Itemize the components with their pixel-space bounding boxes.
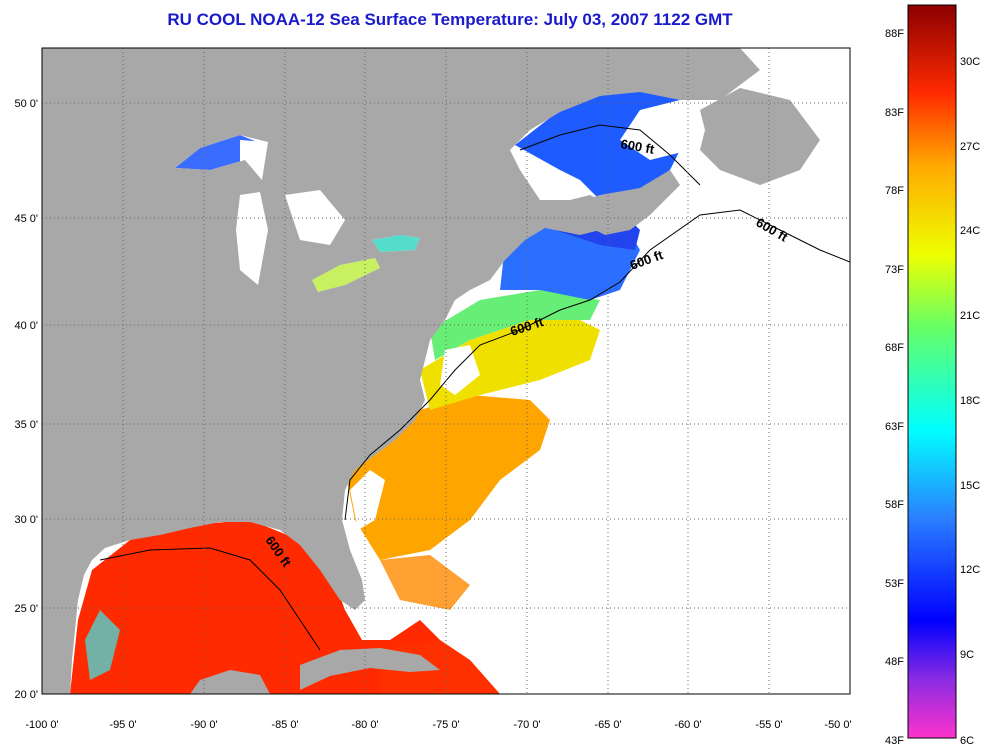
colorbar-label-f: 63F (885, 421, 904, 433)
lon-tick: -60 0' (674, 719, 701, 731)
land-newfoundland (700, 88, 820, 185)
lon-tick: -50 0' (824, 719, 851, 731)
map-title: RU COOL NOAA-12 Sea Surface Temperature:… (167, 10, 733, 29)
land-nova-scotia (570, 170, 680, 235)
plot-frame (41, 47, 851, 695)
lat-tick: 25 0' (14, 603, 38, 615)
lon-tick: -65 0' (594, 719, 621, 731)
contour-label-1: 600 ft (619, 136, 656, 157)
colorbar-label-c: 15C (960, 480, 980, 492)
sst-gulf-orange-patch (380, 555, 470, 610)
lat-tick: 50 0' (14, 98, 38, 110)
map-content (42, 48, 850, 694)
lat-tick: 35 0' (14, 419, 38, 431)
lat-tick-labels: 20 0' 25 0' 30 0' 35 0' 40 0' 45 0' 50 0… (14, 98, 38, 701)
sst-mid-atlantic (420, 320, 600, 410)
sst-lake-ontario (372, 235, 420, 252)
lon-tick-labels: -100 0' -95 0' -90 0' -85 0' -80 0' -75 … (25, 719, 851, 731)
land-yucatan (190, 670, 270, 694)
lon-tick: -70 0' (513, 719, 540, 731)
sst-st-lawrence-cloud (620, 95, 720, 160)
lon-tick: -80 0' (351, 719, 378, 731)
cloud-southeast-shelf (350, 470, 385, 530)
colorbar-label-c: 21C (960, 310, 980, 322)
colorbar-label-c: 6C (960, 735, 974, 747)
colorbar-label-f: 73F (885, 264, 904, 276)
colorbar-f-labels: 88F 83F 78F 73F 68F 63F 58F 53F 48F 43F (885, 28, 904, 747)
colorbar-label-c: 9C (960, 649, 974, 661)
colorbar-label-f: 58F (885, 499, 904, 511)
lat-tick: 30 0' (14, 514, 38, 526)
colorbar-label-f: 48F (885, 656, 904, 668)
grid-lines (42, 48, 850, 694)
lon-tick: -95 0' (109, 719, 136, 731)
cloud-mid-atlantic-shelf (440, 345, 480, 395)
colorbar-label-f: 68F (885, 342, 904, 354)
lon-tick: -55 0' (755, 719, 782, 731)
isobath-600ft (99, 124, 850, 651)
colorbar-label-c: 18C (960, 395, 980, 407)
sst-lake-michigan (236, 192, 268, 285)
lon-tick: -75 0' (432, 719, 459, 731)
land-cuba (300, 648, 440, 690)
sst-gulf-cyan-patch (85, 610, 120, 680)
lon-tick: -90 0' (190, 719, 217, 731)
colorbar (907, 4, 957, 739)
lon-tick: -100 0' (25, 719, 58, 731)
lat-tick: 20 0' (14, 689, 38, 701)
lon-tick: -85 0' (271, 719, 298, 731)
colorbar-label-c: 24C (960, 225, 980, 237)
colorbar-label-c: 30C (960, 56, 980, 68)
colorbar-label-c: 12C (960, 564, 980, 576)
colorbar-c-labels: 30C 27C 24C 21C 18C 15C 12C 9C 6C (960, 56, 980, 747)
colorbar-label-f: 43F (885, 735, 904, 747)
colorbar-label-f: 78F (885, 185, 904, 197)
colorbar-label-f: 53F (885, 578, 904, 590)
lat-tick: 40 0' (14, 320, 38, 332)
colorbar-label-f: 88F (885, 28, 904, 40)
colorbar-label-c: 27C (960, 141, 980, 153)
colorbar-label-f: 83F (885, 107, 904, 119)
lat-tick: 45 0' (14, 213, 38, 225)
sst-lake-erie (312, 258, 380, 292)
